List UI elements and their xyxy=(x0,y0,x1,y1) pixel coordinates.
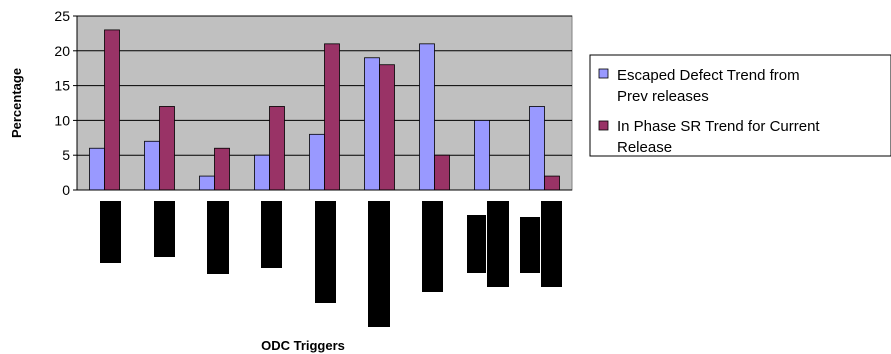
category-label-block-5 xyxy=(315,201,336,303)
y-tick-label-15: 15 xyxy=(54,78,70,94)
y-tick-label-20: 20 xyxy=(54,43,70,59)
legend: Escaped Defect Trend from Prev releases … xyxy=(589,54,891,157)
bar-series-2-cat-4 xyxy=(269,106,285,191)
y-axis-title: Percentage xyxy=(9,68,24,138)
bar-series-1-cat-3 xyxy=(199,175,215,191)
bar-series-2-cat-9 xyxy=(544,175,560,191)
legend-label-series-2-line-2: Release xyxy=(617,139,672,156)
bar-series-2-cat-2 xyxy=(159,106,175,191)
y-tick-label-0: 0 xyxy=(62,182,70,198)
y-ticks: 0 5 10 15 20 25 xyxy=(54,8,77,198)
category-label-block-4 xyxy=(261,201,282,268)
bar-series-1-cat-8 xyxy=(474,120,490,191)
x-category-labels xyxy=(100,201,562,327)
legend-swatch-series-2 xyxy=(598,120,609,131)
bar-series-1-cat-5 xyxy=(309,133,325,191)
bar-series-2-cat-3 xyxy=(214,147,230,191)
y-tick-label-10: 10 xyxy=(54,112,70,128)
bar-series-2-cat-1 xyxy=(104,29,120,191)
category-label-block-7 xyxy=(422,201,443,292)
bar-series-1-cat-2 xyxy=(144,140,160,191)
bar-series-2-cat-5 xyxy=(324,43,340,191)
legend-label-series-1-line-1: Escaped Defect Trend from xyxy=(617,67,800,84)
legend-label-series-1-line-2: Prev releases xyxy=(617,88,709,105)
category-label-block-10 xyxy=(520,217,540,273)
category-label-block-6 xyxy=(368,201,390,327)
category-label-block-8 xyxy=(467,215,486,273)
category-label-block-3 xyxy=(207,201,229,274)
bars xyxy=(89,29,560,191)
legend-box xyxy=(589,54,891,157)
category-label-block-11 xyxy=(541,201,562,287)
bar-series-1-cat-7 xyxy=(419,43,435,191)
bar-series-2-cat-7 xyxy=(434,154,450,191)
x-axis-title: ODC Triggers xyxy=(261,338,345,353)
bar-series-1-cat-6 xyxy=(364,57,380,191)
category-label-block-9 xyxy=(487,201,509,287)
y-tick-label-25: 25 xyxy=(54,8,70,24)
bar-series-1-cat-1 xyxy=(89,147,105,191)
bar-series-1-cat-4 xyxy=(254,154,270,191)
category-label-block-1 xyxy=(100,201,121,263)
category-label-block-2 xyxy=(154,201,175,257)
y-tick-label-5: 5 xyxy=(62,147,70,163)
bar-series-1-cat-9 xyxy=(529,106,545,191)
legend-swatch-series-1 xyxy=(598,68,609,79)
bar-series-2-cat-6 xyxy=(379,64,395,191)
legend-label-series-2-line-1: In Phase SR Trend for Current xyxy=(617,118,820,135)
